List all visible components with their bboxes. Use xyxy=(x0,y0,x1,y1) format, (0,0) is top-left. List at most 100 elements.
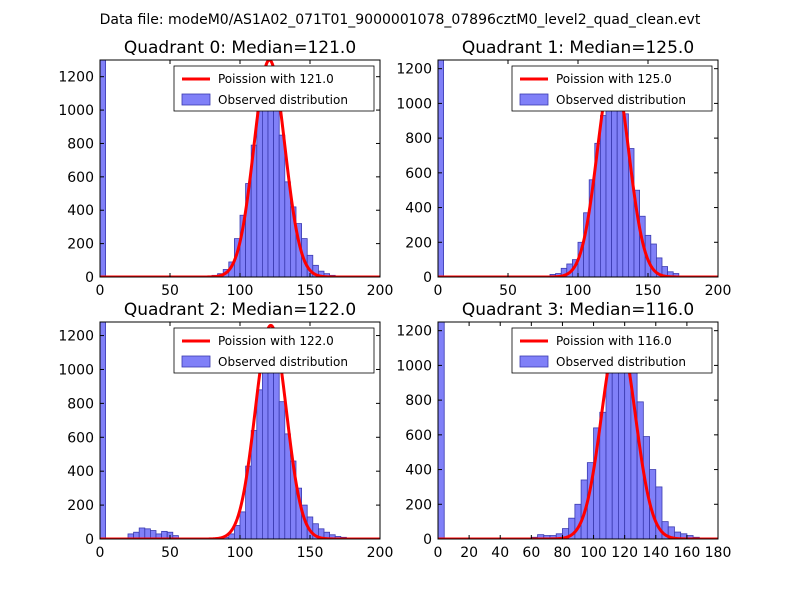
histogram-bar xyxy=(284,433,291,539)
legend: Poission with 121.0 Observed distribution xyxy=(173,65,375,112)
y-tick-label: 1200 xyxy=(58,70,94,86)
x-tick-label: 150 xyxy=(297,283,324,299)
y-tick-label: 600 xyxy=(67,430,94,446)
y-tick-label: 200 xyxy=(67,498,94,514)
x-tick-label: 100 xyxy=(565,283,592,299)
y-tick-label: 1200 xyxy=(396,324,432,340)
y-tick-label: 400 xyxy=(67,203,94,219)
y-tick-label: 400 xyxy=(67,464,94,480)
panel-title: Quadrant 1: Median=125.0 xyxy=(462,38,694,58)
legend-bar-swatch xyxy=(181,355,211,368)
legend-label-observed: Observed distribution xyxy=(556,93,686,107)
legend-label-observed: Observed distribution xyxy=(218,93,348,107)
panel-title: Quadrant 0: Median=121.0 xyxy=(124,38,356,58)
histogram-bar xyxy=(438,60,444,277)
histogram-bar xyxy=(256,389,263,539)
histogram-bar xyxy=(278,134,286,277)
x-tick-label: 140 xyxy=(642,545,669,561)
histogram-bars xyxy=(100,60,364,277)
legend-label-observed: Observed distribution xyxy=(556,355,686,369)
x-tick-label: 200 xyxy=(705,283,732,299)
y-tick-label: 1000 xyxy=(58,362,94,378)
x-tick-label: 50 xyxy=(499,283,517,299)
x-tick-label: 100 xyxy=(227,545,254,561)
histogram-bar xyxy=(172,535,179,539)
legend: Poission with 122.0 Observed distribution xyxy=(173,327,375,374)
x-tick-label: 50 xyxy=(161,545,179,561)
x-tick-label: 150 xyxy=(635,283,662,299)
panel-title: Quadrant 3: Median=116.0 xyxy=(462,300,694,320)
x-tick-label: 0 xyxy=(96,545,105,561)
histogram-bar xyxy=(138,527,146,539)
histogram-bar xyxy=(100,60,106,277)
legend-bar-swatch xyxy=(519,93,549,106)
y-tick-label: 0 xyxy=(85,532,94,548)
legend-label-poisson: Poission with 121.0 xyxy=(218,72,334,86)
y-tick-label: 800 xyxy=(67,136,94,152)
x-tick-label: 100 xyxy=(580,545,607,561)
legend-label-poisson: Poission with 122.0 xyxy=(218,334,334,348)
panel-1: 0 50 100 150 200 0 200 400 600 800 1000 1200 Quadran… xyxy=(396,38,731,299)
legend: Poission with 125.0 Observed distribution xyxy=(511,65,713,112)
legend-label-poisson: Poission with 116.0 xyxy=(556,334,672,348)
y-tick-label: 400 xyxy=(405,463,432,479)
x-tick-label: 50 xyxy=(161,283,179,299)
histogram-bar xyxy=(261,365,269,539)
y-tick-label: 200 xyxy=(405,235,432,251)
y-tick-label: 1000 xyxy=(396,358,432,374)
histogram-bar xyxy=(278,401,286,539)
y-tick-label: 200 xyxy=(405,497,432,513)
histogram-bar xyxy=(605,364,613,539)
poisson-curve xyxy=(438,330,718,539)
panel-3: 0 20 40 60 80 100 120 140 160 180 0 200 400 600 800 100… xyxy=(396,300,731,561)
axes-frame xyxy=(437,321,719,540)
x-tick-label: 80 xyxy=(554,545,572,561)
legend-bar-swatch xyxy=(181,93,211,106)
y-tick-label: 600 xyxy=(405,166,432,182)
histogram-bar xyxy=(100,322,106,539)
y-tick-label: 0 xyxy=(423,270,432,286)
x-tick-label: 100 xyxy=(227,283,254,299)
histogram-bar xyxy=(144,528,151,539)
legend-label-poisson: Poission with 125.0 xyxy=(556,72,672,86)
x-tick-label: 200 xyxy=(367,545,394,561)
legend: Poission with 116.0 Observed distribution xyxy=(511,327,713,374)
y-tick-label: 0 xyxy=(85,270,94,286)
histogram-bar xyxy=(438,322,445,539)
x-tick-label: 40 xyxy=(491,545,509,561)
y-tick-label: 0 xyxy=(423,532,432,548)
x-tick-label: 0 xyxy=(96,283,105,299)
y-tick-label: 1000 xyxy=(58,103,94,119)
y-tick-label: 1200 xyxy=(396,62,432,78)
x-tick-label: 160 xyxy=(674,545,701,561)
histogram-bar xyxy=(605,87,612,277)
y-tick-label: 800 xyxy=(405,393,432,409)
histogram-bar xyxy=(256,103,263,277)
y-tick-label: 1000 xyxy=(396,96,432,112)
y-tick-label: 400 xyxy=(405,201,432,217)
y-tick-label: 800 xyxy=(405,131,432,147)
x-tick-label: 60 xyxy=(522,545,540,561)
y-tick-label: 600 xyxy=(67,170,94,186)
histogram-bar xyxy=(672,273,680,277)
x-tick-label: 20 xyxy=(460,545,478,561)
y-tick-label: 600 xyxy=(405,428,432,444)
x-tick-label: 180 xyxy=(705,545,732,561)
x-tick-label: 120 xyxy=(611,545,638,561)
y-tick-label: 800 xyxy=(67,396,94,412)
y-tick-label: 200 xyxy=(67,237,94,253)
panel-0: 0 50 100 150 200 0 200 400 600 800 1000 1200 Quadran… xyxy=(58,38,393,299)
histogram-bar xyxy=(239,511,246,539)
histogram-bar xyxy=(273,360,280,539)
x-tick-label: 150 xyxy=(297,545,324,561)
y-tick-label: 1200 xyxy=(58,329,94,345)
x-tick-label: 200 xyxy=(367,283,394,299)
suptitle: Data file: modeM0/AS1A02_071T01_90000010… xyxy=(100,12,701,28)
panel-title: Quadrant 2: Median=122.0 xyxy=(124,300,356,320)
histogram-bars xyxy=(438,60,680,277)
legend-bar-swatch xyxy=(519,355,549,368)
histogram-bar xyxy=(600,115,607,277)
histogram-bar xyxy=(655,486,663,539)
x-tick-label: 0 xyxy=(434,545,443,561)
legend-label-observed: Observed distribution xyxy=(218,355,348,369)
